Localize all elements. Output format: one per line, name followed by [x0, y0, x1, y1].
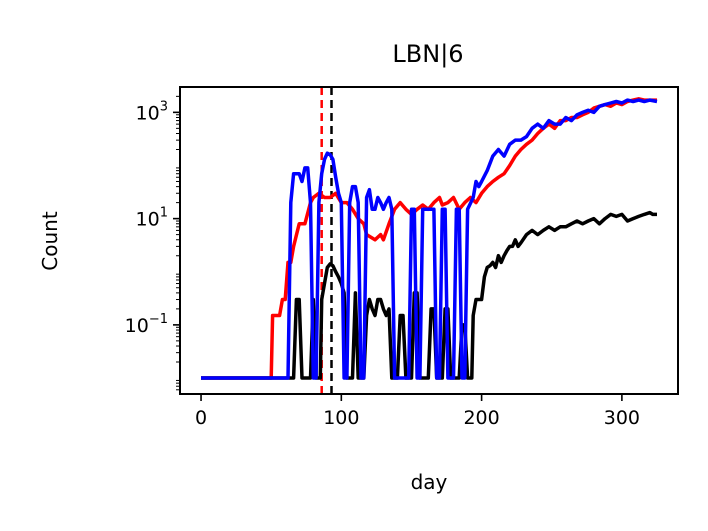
y-axis: 10−1 101 103	[125, 95, 180, 391]
x-tick-label: 100	[323, 407, 359, 429]
plot-frame	[179, 86, 679, 395]
y-tick-label: 101	[136, 206, 168, 231]
plot-area	[201, 87, 658, 394]
chart-title: LBN|6	[392, 40, 463, 68]
series-line-0	[201, 97, 657, 380]
y-tick-label: 10−1	[125, 312, 168, 337]
y-axis-label: Count	[38, 211, 62, 271]
series-line-2	[201, 98, 658, 380]
x-axis-label: day	[411, 470, 448, 494]
series-line-1	[201, 210, 657, 380]
x-tick-label: 0	[195, 407, 207, 429]
y-tick-label: 103	[136, 99, 168, 124]
x-tick-label: 300	[604, 407, 640, 429]
x-axis: 0 100 200 300	[195, 394, 640, 429]
x-tick-label: 200	[463, 407, 499, 429]
